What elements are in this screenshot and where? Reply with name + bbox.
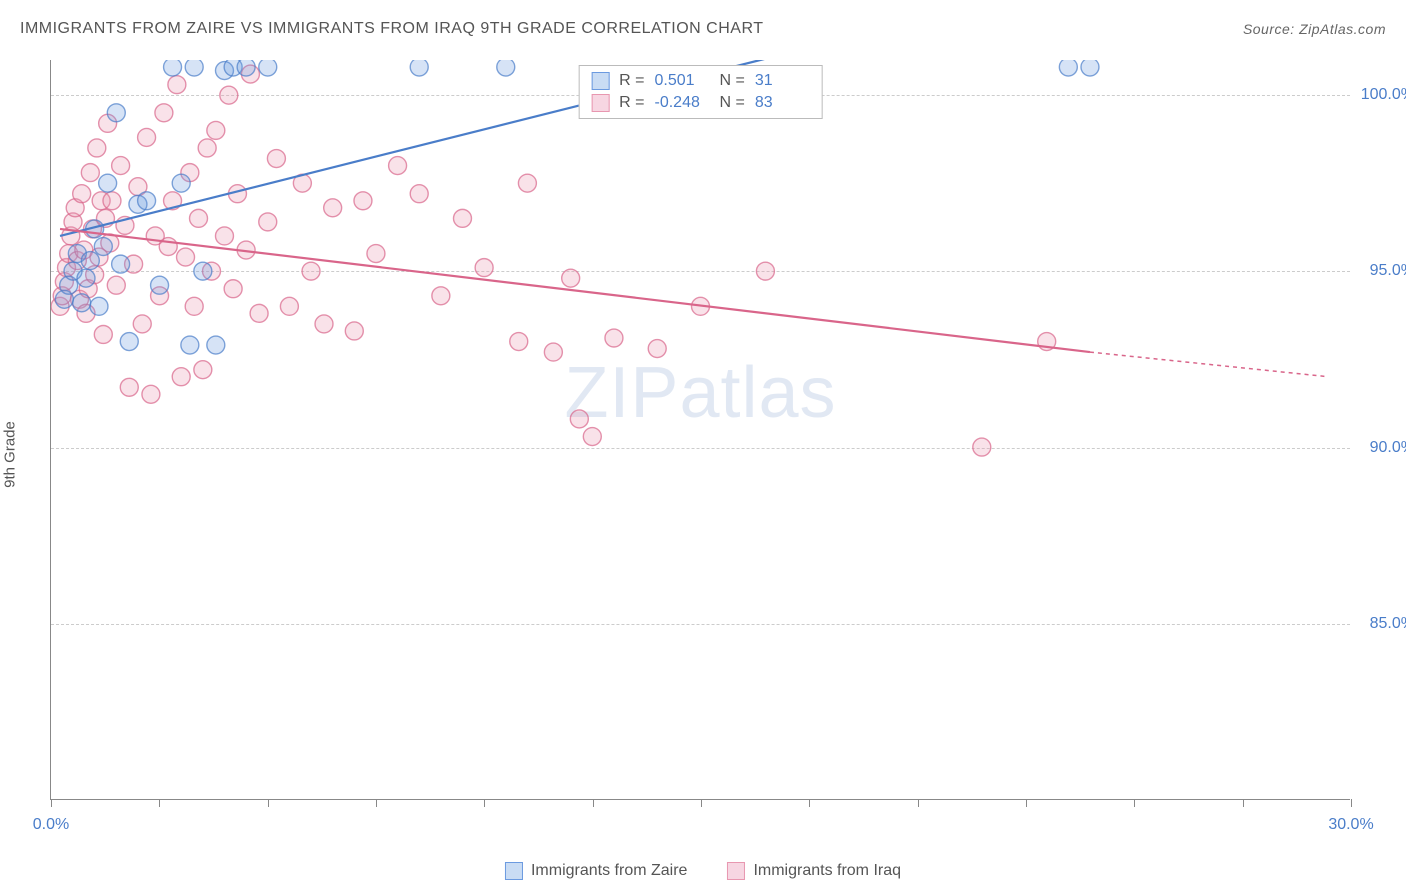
x-tick (484, 799, 485, 807)
y-tick-label: 90.0% (1370, 439, 1406, 457)
x-tick (1351, 799, 1352, 807)
legend-item-zaire: Immigrants from Zaire (505, 862, 687, 880)
x-tick (918, 799, 919, 807)
swatch-zaire (505, 862, 523, 880)
n-value-zaire: 31 (755, 72, 810, 90)
x-tick (1134, 799, 1135, 807)
x-tick-label: 0.0% (33, 816, 69, 834)
n-label: N = (720, 94, 745, 112)
x-tick (159, 799, 160, 807)
y-tick-label: 85.0% (1370, 615, 1406, 633)
r-label: R = (619, 94, 644, 112)
n-value-iraq: 83 (755, 94, 810, 112)
chart-title: IMMIGRANTS FROM ZAIRE VS IMMIGRANTS FROM… (20, 20, 764, 38)
scatter-plot-svg (51, 60, 1350, 799)
r-value-iraq: -0.248 (655, 94, 710, 112)
legend-bottom: Immigrants from Zaire Immigrants from Ir… (505, 862, 901, 880)
x-tick (376, 799, 377, 807)
y-tick-label: 100.0% (1361, 86, 1406, 104)
n-label: N = (720, 72, 745, 90)
legend-stats-row-zaire: R = 0.501 N = 31 (591, 70, 810, 92)
x-tick (1243, 799, 1244, 807)
x-tick (701, 799, 702, 807)
x-tick-label: 30.0% (1328, 816, 1373, 834)
x-tick (593, 799, 594, 807)
swatch-zaire (591, 72, 609, 90)
chart-plot-area: ZIPatlas R = 0.501 N = 31 R = -0.248 N =… (50, 60, 1350, 800)
legend-stats-box: R = 0.501 N = 31 R = -0.248 N = 83 (578, 65, 823, 119)
swatch-iraq (591, 94, 609, 112)
y-tick-label: 95.0% (1370, 262, 1406, 280)
y-axis-label: 9th Grade (2, 421, 19, 488)
x-tick (51, 799, 52, 807)
x-tick (809, 799, 810, 807)
legend-item-iraq: Immigrants from Iraq (727, 862, 901, 880)
legend-stats-row-iraq: R = -0.248 N = 83 (591, 92, 810, 114)
r-value-zaire: 0.501 (655, 72, 710, 90)
x-tick (268, 799, 269, 807)
x-tick (1026, 799, 1027, 807)
legend-label-zaire: Immigrants from Zaire (531, 862, 687, 880)
legend-label-iraq: Immigrants from Iraq (753, 862, 901, 880)
swatch-iraq (727, 862, 745, 880)
source-label: Source: ZipAtlas.com (1243, 21, 1386, 37)
r-label: R = (619, 72, 644, 90)
